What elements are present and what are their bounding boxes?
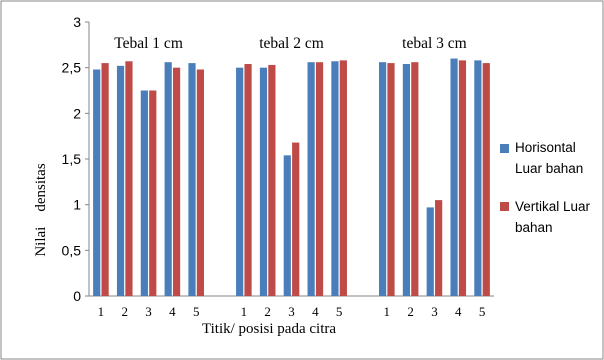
x-tick-label: 2 <box>407 304 414 319</box>
bar-vertikal <box>196 69 205 296</box>
legend-swatch-vertikal <box>500 202 509 211</box>
bar-vertikal <box>482 63 490 296</box>
x-axis-title: Titik/ posisi pada citra <box>202 321 336 337</box>
x-tick-label: 3 <box>431 304 438 319</box>
bar-horisontal <box>474 60 482 296</box>
bar-vertikal <box>315 62 324 296</box>
bar-vertikal <box>339 60 347 296</box>
y-axis: 0 0,5 1 1,5 2 2,5 3 <box>62 14 90 304</box>
bar-vertikal <box>387 63 395 296</box>
x-tick-label: 4 <box>312 304 319 319</box>
bar-vertikal <box>172 67 181 297</box>
x-tick-label: 3 <box>288 304 295 319</box>
y-tick-label: 1,5 <box>62 151 82 167</box>
y-tick-label: 0,5 <box>62 242 82 258</box>
legend-item-horisontal: Horisontal Luar bahan <box>500 140 583 176</box>
legend-label-horisontal-line2: Luar bahan <box>515 161 583 176</box>
bar-horisontal <box>331 61 339 297</box>
bar-vertikal <box>268 64 276 296</box>
bar-horisontal <box>93 69 101 296</box>
x-tick-label: 2 <box>121 304 128 319</box>
x-tick-label: 3 <box>145 304 152 319</box>
bar-vertikal <box>149 90 157 296</box>
x-tick-label: 1 <box>98 304 105 319</box>
bar-horisontal <box>307 62 315 296</box>
bar-horisontal <box>283 155 291 296</box>
group-label: tebal 2 cm <box>259 35 324 52</box>
y-axis-title: Nilai densitas <box>33 163 49 256</box>
group-label: tebal 3 cm <box>402 35 467 52</box>
y-tick-label: 2,5 <box>62 60 82 76</box>
bar-vertikal <box>292 142 300 296</box>
y-tick-label: 3 <box>73 14 81 30</box>
bar-horisontal <box>188 63 196 296</box>
bar-horisontal <box>259 67 268 297</box>
bar-horisontal <box>378 62 387 296</box>
bar-horisontal <box>450 58 458 297</box>
bar-horisontal <box>116 65 125 296</box>
bar-group <box>93 58 490 297</box>
x-tick-label: 4 <box>169 304 176 319</box>
bar-vertikal <box>101 63 109 296</box>
bar-horisontal <box>164 62 172 296</box>
bar-vertikal <box>244 64 252 296</box>
x-axis: 1 2 3 4 5 1 2 3 4 5 1 2 3 4 5 <box>89 295 494 319</box>
legend-swatch-horisontal <box>500 144 509 153</box>
bar-horisontal <box>426 207 434 296</box>
group-label-group: Tebal 1 cm tebal 2 cm tebal 3 cm <box>114 35 466 52</box>
legend-label-vertikal-line2: bahan <box>515 220 553 235</box>
bar-vertikal <box>458 60 467 296</box>
legend: Horisontal Luar bahan Vertikal Luar baha… <box>500 140 591 235</box>
x-tick-label: 5 <box>479 304 486 319</box>
x-tick-label: 5 <box>193 304 200 319</box>
bar-horisontal <box>236 67 244 297</box>
y-tick-label: 0 <box>73 288 81 304</box>
bar-horisontal <box>140 90 148 296</box>
y-tick-label: 1 <box>73 197 81 213</box>
legend-label-vertikal-line1: Vertikal Luar <box>515 199 591 214</box>
x-tick-label: 4 <box>455 304 462 319</box>
legend-label-horisontal-line1: Horisontal <box>515 140 576 155</box>
bar-horisontal <box>402 64 411 296</box>
x-tick-label: 5 <box>336 304 343 319</box>
bar-vertikal <box>125 61 133 297</box>
x-tick-group: 1 2 3 4 5 1 2 3 4 5 1 2 3 4 5 <box>98 304 486 319</box>
y-tick-label: 2 <box>73 105 81 121</box>
bar-vertikal <box>435 200 443 296</box>
x-tick-label: 1 <box>241 304 248 319</box>
legend-item-vertikal: Vertikal Luar bahan <box>500 199 591 235</box>
y-tick-group: 0 0,5 1 1,5 2 2,5 3 <box>62 14 89 304</box>
group-label: Tebal 1 cm <box>114 35 183 52</box>
x-tick-label: 2 <box>264 304 271 319</box>
bar-vertikal <box>411 62 419 296</box>
x-tick-label: 1 <box>384 304 391 319</box>
